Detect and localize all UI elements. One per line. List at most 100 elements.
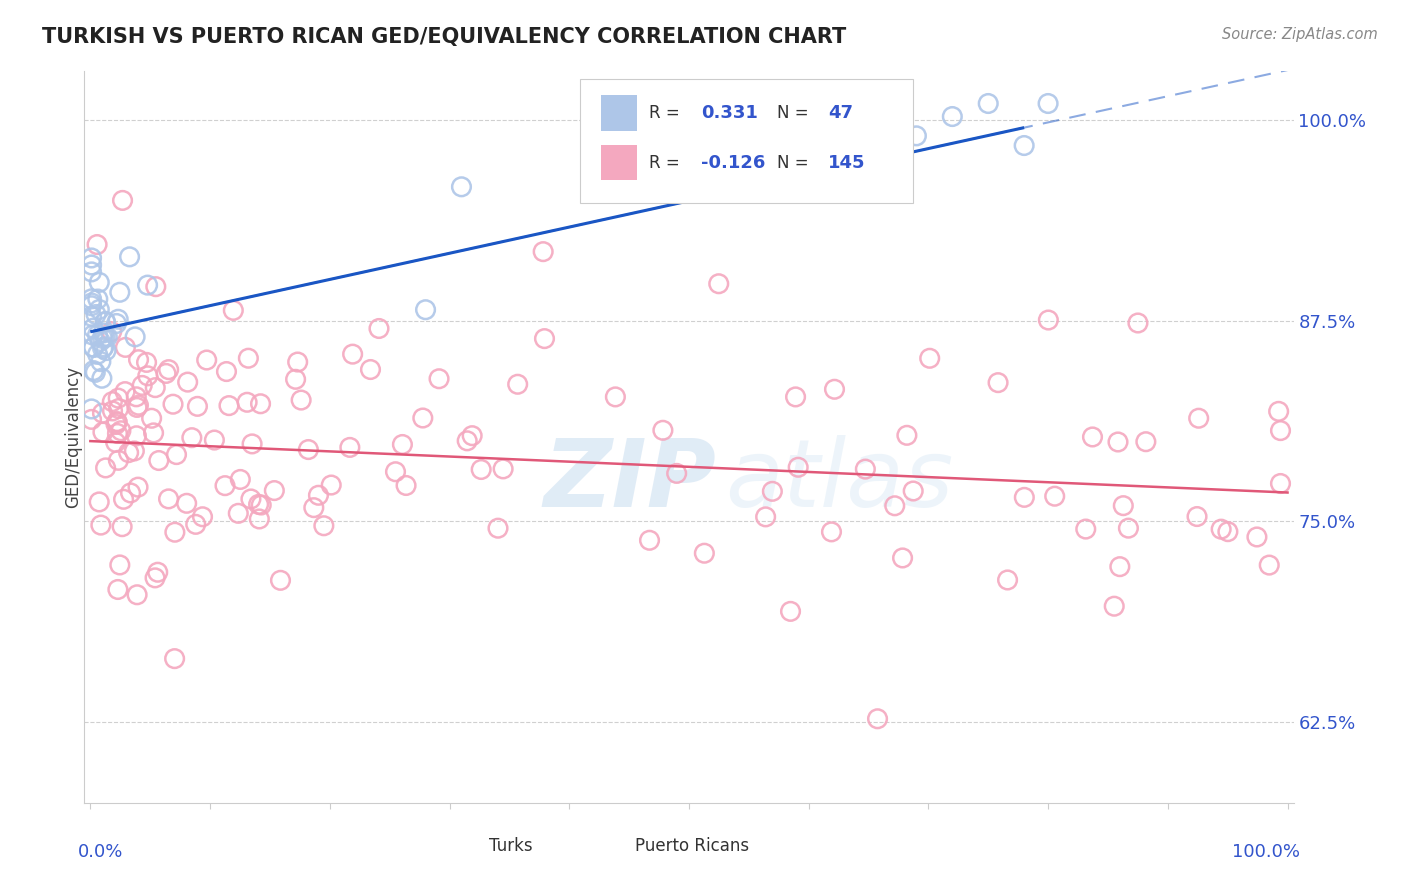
Point <box>87 292 110 306</box>
Point <box>82 340 104 354</box>
Point <box>1211 522 1233 536</box>
Point <box>195 353 218 368</box>
Point <box>339 441 361 455</box>
Point <box>107 312 129 326</box>
Point <box>470 462 492 476</box>
Point <box>148 453 170 467</box>
Point <box>533 332 555 346</box>
Point <box>755 509 778 524</box>
Point <box>162 397 184 411</box>
Point <box>105 415 128 429</box>
Bar <box>600 145 637 180</box>
Point <box>707 277 730 291</box>
Text: Turks: Turks <box>489 837 533 855</box>
Point <box>94 315 117 329</box>
Point <box>125 429 148 443</box>
Point <box>249 397 271 411</box>
Point <box>1081 430 1104 444</box>
Point <box>94 314 117 328</box>
Point <box>91 342 114 356</box>
Point <box>84 365 107 379</box>
Point <box>1135 434 1157 449</box>
Point <box>905 128 928 143</box>
Point <box>157 491 180 506</box>
Point <box>124 444 146 458</box>
Point <box>853 462 876 476</box>
Point <box>415 302 437 317</box>
Point <box>312 518 335 533</box>
Point <box>136 368 159 383</box>
Point <box>651 423 673 437</box>
FancyBboxPatch shape <box>581 78 912 203</box>
Point <box>214 478 236 492</box>
Point <box>89 495 111 509</box>
Point <box>80 401 103 416</box>
Point <box>107 401 129 416</box>
Point <box>125 401 148 415</box>
Point <box>101 394 124 409</box>
Point <box>297 442 319 457</box>
Point <box>240 437 263 451</box>
Point <box>136 278 159 293</box>
Point <box>163 525 186 540</box>
Point <box>1258 558 1281 573</box>
Point <box>135 355 157 369</box>
Point <box>142 425 165 440</box>
Text: -0.126: -0.126 <box>702 153 765 172</box>
Point <box>105 417 128 432</box>
Point <box>284 372 307 386</box>
Point <box>773 163 796 178</box>
Point <box>96 330 118 344</box>
Point <box>977 96 1000 111</box>
Point <box>883 499 905 513</box>
Point <box>145 279 167 293</box>
Point <box>891 551 914 566</box>
Point <box>1270 424 1292 438</box>
Point <box>1270 476 1292 491</box>
Point <box>90 354 112 368</box>
Text: N =: N = <box>778 104 808 122</box>
Point <box>665 467 688 481</box>
Point <box>105 415 128 429</box>
Point <box>395 478 418 492</box>
Text: 0.0%: 0.0% <box>79 843 124 861</box>
Point <box>131 378 153 392</box>
Point <box>247 497 270 511</box>
Point <box>80 412 103 426</box>
Point <box>486 521 509 535</box>
Bar <box>599 835 628 857</box>
Point <box>1102 599 1125 614</box>
Point <box>143 381 166 395</box>
Point <box>91 406 114 420</box>
Point <box>1112 499 1135 513</box>
Point <box>342 347 364 361</box>
Point <box>107 426 129 441</box>
Point <box>236 395 259 409</box>
Point <box>120 486 142 500</box>
Point <box>80 251 103 265</box>
Point <box>141 411 163 425</box>
Text: ZIP: ZIP <box>544 435 717 527</box>
Text: 0.331: 0.331 <box>702 104 758 122</box>
Point <box>226 506 249 520</box>
Point <box>114 384 136 399</box>
Point <box>105 317 128 331</box>
Point <box>91 326 114 340</box>
Point <box>456 434 478 448</box>
Point <box>1043 489 1066 503</box>
Point <box>80 296 103 310</box>
Point <box>302 500 325 515</box>
Point <box>101 404 124 418</box>
Point <box>787 460 810 475</box>
Point <box>1246 530 1268 544</box>
Point <box>94 461 117 475</box>
Point <box>80 310 103 324</box>
Point <box>1118 521 1140 535</box>
Text: 145: 145 <box>828 153 866 172</box>
Point <box>638 533 661 548</box>
Point <box>1012 138 1035 153</box>
Point <box>110 424 132 438</box>
Point <box>111 194 134 208</box>
Point <box>91 331 114 345</box>
Bar <box>453 835 484 857</box>
